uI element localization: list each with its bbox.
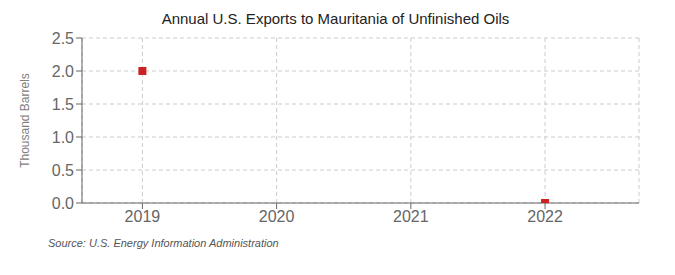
svg-text:2020: 2020	[259, 208, 295, 225]
html-text:Source: U.S. Energy Informatio: Source: U.S. Energy Information Administ…	[48, 237, 279, 249]
svg-text:0.5: 0.5	[52, 162, 74, 179]
svg-text:2.0: 2.0	[52, 63, 74, 80]
svg-text:2022: 2022	[527, 208, 563, 225]
svg-text:2019: 2019	[125, 208, 161, 225]
svg-text:1.5: 1.5	[52, 96, 74, 113]
html-text:Annual U.S. Exports to Maurita: Annual U.S. Exports to Mauritania of Unf…	[161, 10, 510, 27]
svg-text:0.0: 0.0	[52, 195, 74, 212]
svg-text:1.0: 1.0	[52, 129, 74, 146]
svg-text:Thousand Barrels: Thousand Barrels	[18, 73, 32, 168]
svg-text:2021: 2021	[393, 208, 429, 225]
svg-text:2.5: 2.5	[52, 30, 74, 47]
